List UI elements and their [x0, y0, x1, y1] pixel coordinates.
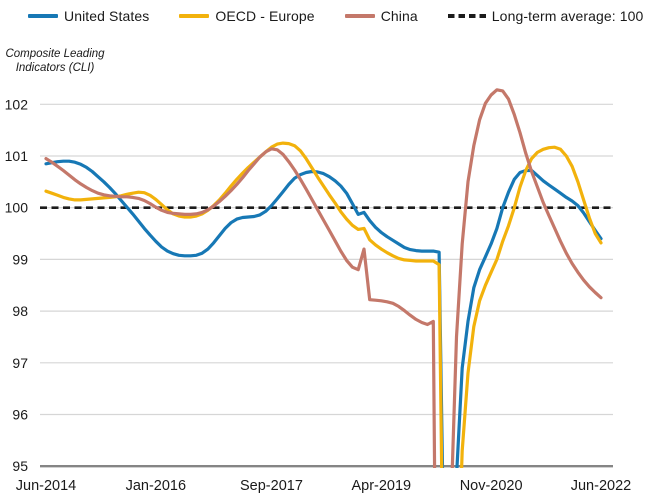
- series-group: [44, 88, 603, 468]
- legend-item: United States: [28, 8, 149, 24]
- series-line-china: [44, 88, 603, 468]
- y-tick-label: 102: [5, 96, 29, 112]
- y-axis-title: Composite Leading Indicators (CLI): [2, 47, 108, 75]
- series-line-oecd-europe: [44, 141, 603, 468]
- x-tick-label: Sep-2017: [240, 478, 303, 494]
- legend-item: OECD - Europe: [179, 8, 315, 24]
- series-line-united-states: [44, 159, 603, 468]
- y-axis-title-line2: Indicators (CLI): [15, 62, 95, 74]
- y-tick-label: 95: [12, 458, 28, 474]
- x-tick-label: Jan-2016: [126, 478, 186, 494]
- legend-swatch-icon: [179, 14, 210, 18]
- legend-item: Long-term average: 100: [447, 8, 644, 24]
- y-tick-label: 99: [12, 251, 28, 267]
- legend-swatch-icon: [344, 14, 375, 18]
- y-tick-label: 96: [12, 407, 28, 423]
- chart-legend: United States OECD - Europe China Long-t…: [28, 8, 643, 24]
- y-tick-label: 100: [5, 200, 29, 216]
- x-tick-label: Nov-2020: [460, 478, 523, 494]
- legend-swatch-icon: [28, 14, 58, 18]
- y-tick-label: 97: [12, 355, 28, 371]
- legend-swatch-icon: [447, 14, 486, 18]
- legend-item-label: OECD - Europe: [215, 8, 315, 24]
- legend-item-label: China: [380, 8, 418, 24]
- y-tick-label: 98: [12, 303, 28, 319]
- legend-item-label: Long-term average: 100: [491, 8, 644, 24]
- y-axis-title-line1: Composite Leading: [5, 48, 105, 60]
- x-tick-label: Jun-2022: [571, 478, 631, 494]
- x-tick-label: Jun-2014: [16, 478, 76, 494]
- y-tick-label: 101: [5, 148, 29, 164]
- x-tick-label: Apr-2019: [351, 478, 411, 494]
- legend-item: China: [344, 8, 418, 24]
- legend-item-label: United States: [64, 8, 150, 24]
